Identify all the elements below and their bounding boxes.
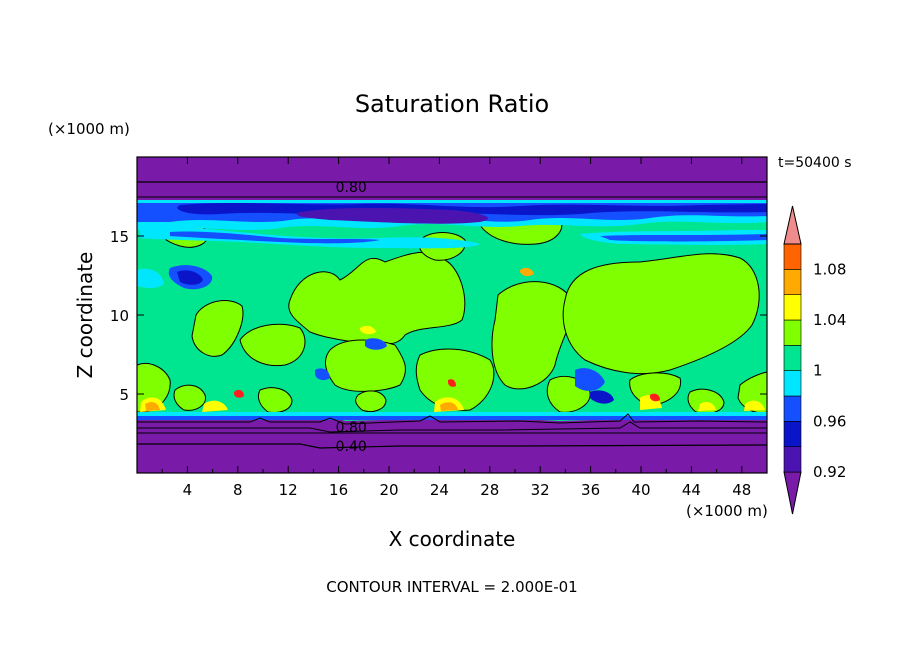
- contour-label: 0.40: [336, 439, 367, 455]
- colorbar-band: [783, 243, 802, 270]
- x-tick-label: 48: [732, 481, 751, 499]
- y-axis-label: Z coordinate: [73, 252, 97, 379]
- colorbar-tick-label: 0.92: [813, 463, 846, 481]
- x-tick-label: 36: [581, 481, 600, 499]
- x-axis: 4 8 12 16 20 24 28 32 36 40 44 48: [161, 157, 751, 499]
- plot-area: 0.80 0.80 0.40: [136, 156, 768, 474]
- colorbar-tick-label: 1.08: [813, 260, 846, 278]
- colorbar-band: [783, 319, 802, 346]
- x-tick-label: 44: [682, 481, 701, 499]
- colorbar-tick-label: 1.04: [813, 311, 846, 329]
- x-tick-label: 16: [329, 481, 348, 499]
- y-axis: 5 10 15: [110, 228, 767, 404]
- contour-labels: 0.80 0.80 0.40: [336, 180, 367, 455]
- warm-spots: [140, 267, 765, 412]
- x-tick-label: 40: [631, 481, 650, 499]
- colorbar-band: [783, 294, 802, 321]
- time-label: t=50400 s: [778, 155, 852, 171]
- y-tick-label: 5: [119, 386, 129, 404]
- y-tick-label: 15: [110, 228, 129, 246]
- x-tick-label: 4: [183, 481, 193, 499]
- colorbar-tick-label: 1: [813, 362, 823, 380]
- bottom-dry-layer: [137, 412, 767, 473]
- colorbar: 1.08 1.04 1 0.96 0.92: [783, 205, 846, 515]
- colorbar-under-arrow: [783, 471, 802, 515]
- x-axis-label: X coordinate: [389, 527, 516, 551]
- x-tick-label: 12: [279, 481, 298, 499]
- x-unit-label: (×1000 m): [686, 502, 768, 520]
- colorbar-band: [783, 446, 802, 473]
- x-tick-label: 20: [379, 481, 398, 499]
- colorbar-band: [783, 395, 802, 422]
- contour-label: 0.80: [336, 180, 367, 196]
- colorbar-band: [783, 269, 802, 295]
- colorbar-over-arrow: [783, 205, 802, 245]
- x-tick-label: 24: [430, 481, 449, 499]
- colorbar-band: [783, 421, 802, 447]
- y-unit-label: (×1000 m): [48, 120, 130, 138]
- x-tick-label: 8: [233, 481, 243, 499]
- colorbar-band: [783, 370, 802, 397]
- upper-band: [137, 200, 767, 404]
- top-dry-layer: [137, 157, 767, 200]
- x-tick-label: 28: [480, 481, 499, 499]
- contour-interval-label: CONTOUR INTERVAL = 2.000E-01: [326, 578, 577, 596]
- colorbar-tick-label: 0.96: [813, 412, 846, 430]
- contour-label: 0.80: [336, 420, 367, 436]
- x-tick-label: 32: [531, 481, 550, 499]
- y-tick-label: 10: [110, 307, 129, 325]
- chart-title: Saturation Ratio: [355, 90, 549, 118]
- colorbar-band: [783, 345, 802, 371]
